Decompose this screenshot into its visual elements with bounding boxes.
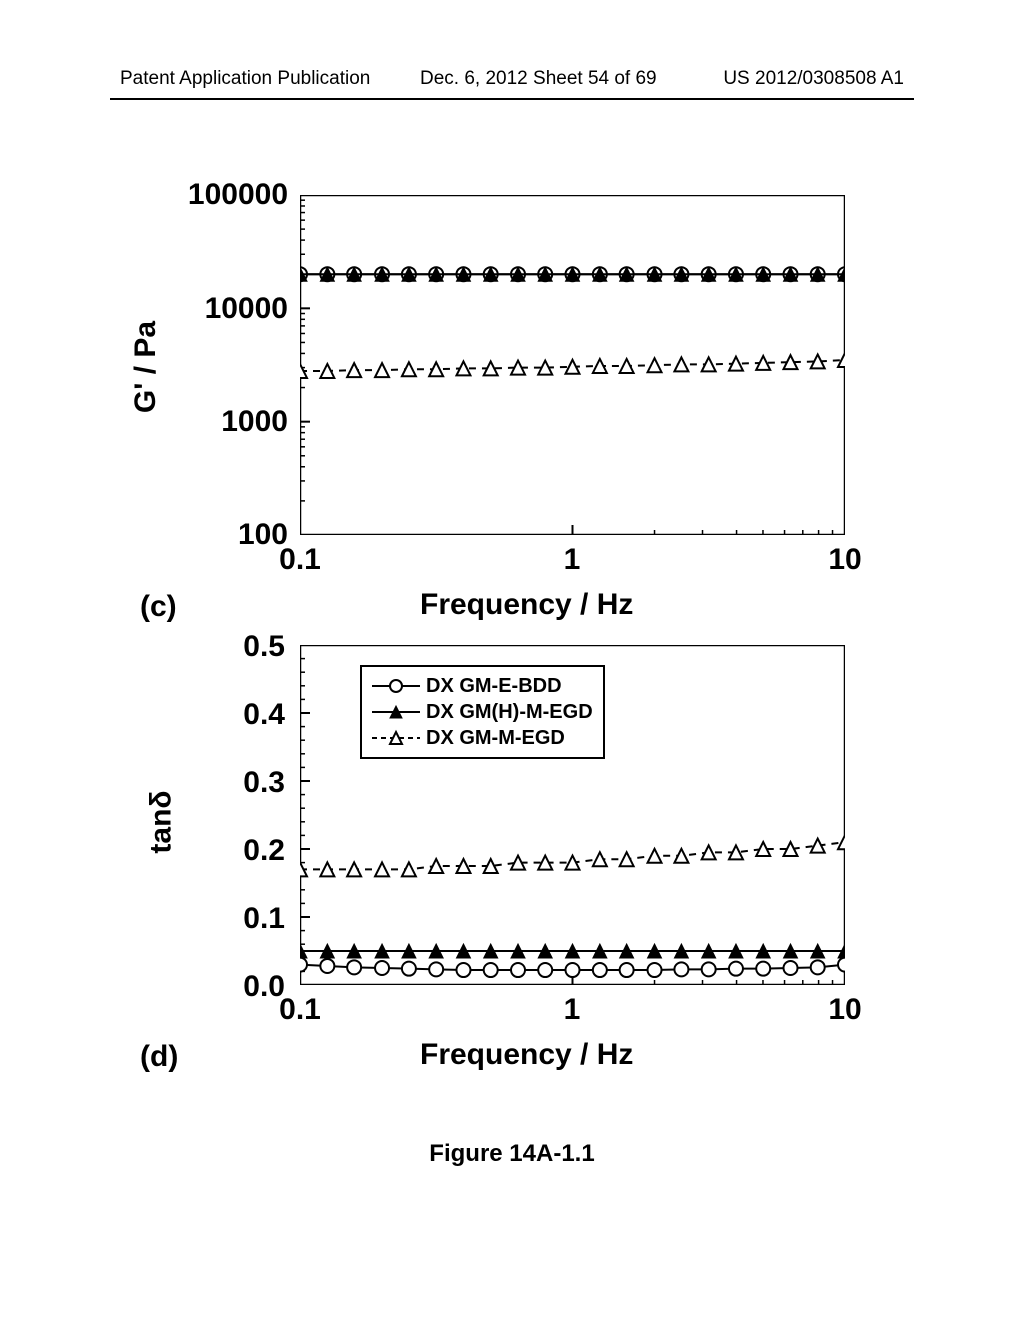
- header-center: Dec. 6, 2012 Sheet 54 of 69: [420, 68, 657, 90]
- legend-swatch-triangle-filled: [372, 702, 420, 722]
- legend-label-3: DX GM-M-EGD: [426, 727, 565, 750]
- figure-caption: Figure 14A-1.1: [0, 1140, 1024, 1168]
- header-left: Patent Application Publication: [120, 68, 370, 90]
- page: Patent Application Publication Dec. 6, 2…: [0, 0, 1024, 1320]
- legend-swatch-triangle-open: [372, 728, 420, 748]
- legend-label-1: DX GM-E-BDD: [426, 675, 562, 698]
- chart-c-xtick-1: 1: [552, 543, 592, 577]
- legend-item-2: DX GM(H)-M-EGD: [372, 699, 593, 725]
- chart-d-ytick-03: 0.3: [215, 766, 285, 800]
- chart-d-ytick-01: 0.1: [215, 902, 285, 936]
- chart-d-xlabel: Frequency / Hz: [420, 1038, 633, 1072]
- chart-d-panel-label: (d): [140, 1040, 178, 1074]
- chart-c-xtick-01: 0.1: [270, 543, 330, 577]
- chart-c-panel-label: (c): [140, 590, 177, 624]
- header-rule: [110, 98, 914, 100]
- chart-c-ytick-10000: 10000: [148, 292, 288, 326]
- legend-label-2: DX GM(H)-M-EGD: [426, 701, 593, 724]
- legend-item-3: DX GM-M-EGD: [372, 725, 593, 751]
- chart-c-ytick-1000: 1000: [148, 405, 288, 439]
- chart-d-ylabel: tanδ: [145, 790, 179, 853]
- chart-c-ytick-100000: 100000: [148, 178, 288, 212]
- header-right: US 2012/0308508 A1: [723, 68, 904, 90]
- chart-c-ylabel: G' / Pa: [129, 321, 163, 413]
- chart-d-xtick-1: 1: [552, 993, 592, 1027]
- chart-d-ytick-04: 0.4: [215, 698, 285, 732]
- chart-d-ytick-05: 0.5: [215, 630, 285, 664]
- chart-d-xtick-10: 10: [815, 993, 875, 1027]
- chart-c-plot: [300, 195, 845, 535]
- legend-item-1: DX GM-E-BDD: [372, 673, 593, 699]
- chart-c-ytick-100: 100: [148, 518, 288, 552]
- chart-d-legend: DX GM-E-BDD DX GM(H)-M-EGD DX GM-M-EGD: [360, 665, 605, 759]
- chart-d-xtick-01: 0.1: [270, 993, 330, 1027]
- legend-swatch-circle-open: [372, 676, 420, 696]
- chart-c-xtick-10: 10: [815, 543, 875, 577]
- chart-d-ytick-02: 0.2: [215, 834, 285, 868]
- chart-c-xlabel: Frequency / Hz: [420, 588, 633, 622]
